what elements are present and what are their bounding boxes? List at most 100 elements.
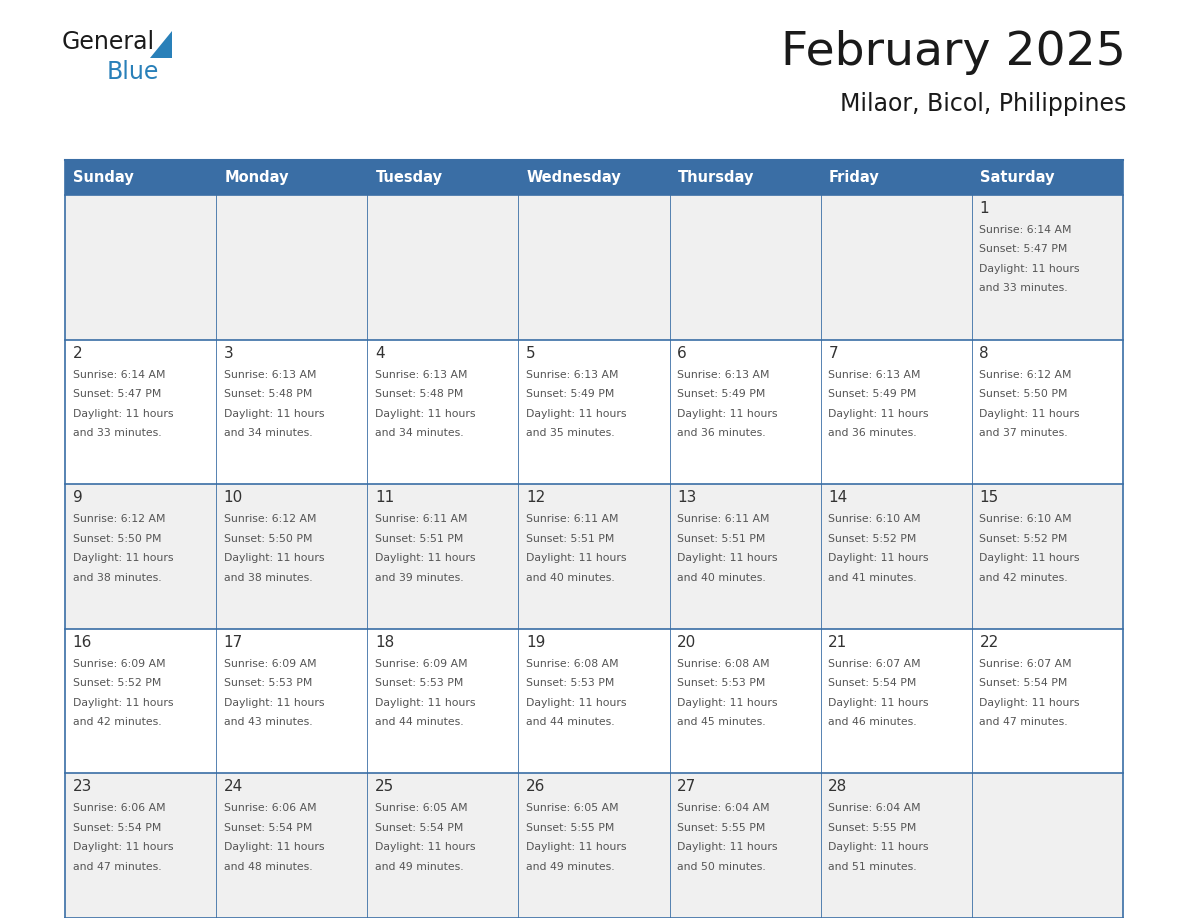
Text: Sunrise: 6:10 AM: Sunrise: 6:10 AM bbox=[828, 514, 921, 524]
Text: 24: 24 bbox=[223, 779, 244, 794]
Text: Sunrise: 6:08 AM: Sunrise: 6:08 AM bbox=[526, 659, 619, 669]
Text: and 46 minutes.: and 46 minutes. bbox=[828, 717, 917, 727]
Text: Sunrise: 6:09 AM: Sunrise: 6:09 AM bbox=[223, 659, 316, 669]
Text: and 34 minutes.: and 34 minutes. bbox=[223, 428, 312, 438]
Text: Sunrise: 6:12 AM: Sunrise: 6:12 AM bbox=[72, 514, 165, 524]
Text: Sunrise: 6:13 AM: Sunrise: 6:13 AM bbox=[375, 370, 467, 380]
Text: 10: 10 bbox=[223, 490, 244, 505]
Bar bbox=[972, 160, 1123, 195]
Text: Daylight: 11 hours: Daylight: 11 hours bbox=[828, 698, 929, 708]
Text: and 33 minutes.: and 33 minutes. bbox=[72, 428, 162, 438]
Text: Daylight: 11 hours: Daylight: 11 hours bbox=[72, 698, 173, 708]
Text: Daylight: 11 hours: Daylight: 11 hours bbox=[223, 698, 324, 708]
Text: 6: 6 bbox=[677, 345, 687, 361]
Text: and 51 minutes.: and 51 minutes. bbox=[828, 862, 917, 872]
Text: Sunset: 5:53 PM: Sunset: 5:53 PM bbox=[526, 678, 614, 688]
Text: Sunset: 5:48 PM: Sunset: 5:48 PM bbox=[223, 389, 312, 399]
Text: Daylight: 11 hours: Daylight: 11 hours bbox=[677, 843, 778, 853]
Text: Blue: Blue bbox=[107, 60, 159, 84]
Text: Sunrise: 6:12 AM: Sunrise: 6:12 AM bbox=[223, 514, 316, 524]
Text: and 39 minutes.: and 39 minutes. bbox=[375, 573, 463, 583]
Text: Daylight: 11 hours: Daylight: 11 hours bbox=[223, 554, 324, 564]
Text: 15: 15 bbox=[979, 490, 999, 505]
Text: Daylight: 11 hours: Daylight: 11 hours bbox=[72, 843, 173, 853]
Text: Sunrise: 6:11 AM: Sunrise: 6:11 AM bbox=[677, 514, 770, 524]
Text: Sunday: Sunday bbox=[74, 170, 134, 185]
Text: Monday: Monday bbox=[225, 170, 289, 185]
Text: 26: 26 bbox=[526, 779, 545, 794]
Text: Sunrise: 6:09 AM: Sunrise: 6:09 AM bbox=[72, 659, 165, 669]
Bar bbox=[65, 484, 1123, 629]
Text: Sunrise: 6:10 AM: Sunrise: 6:10 AM bbox=[979, 514, 1072, 524]
Text: Daylight: 11 hours: Daylight: 11 hours bbox=[375, 843, 475, 853]
Text: Daylight: 11 hours: Daylight: 11 hours bbox=[979, 554, 1080, 564]
Text: Sunrise: 6:13 AM: Sunrise: 6:13 AM bbox=[677, 370, 770, 380]
Bar bbox=[65, 195, 1123, 340]
Text: and 35 minutes.: and 35 minutes. bbox=[526, 428, 614, 438]
Bar bbox=[367, 160, 518, 195]
Text: and 47 minutes.: and 47 minutes. bbox=[72, 862, 162, 872]
Text: 13: 13 bbox=[677, 490, 696, 505]
Text: Sunrise: 6:06 AM: Sunrise: 6:06 AM bbox=[223, 803, 316, 813]
Text: Sunrise: 6:11 AM: Sunrise: 6:11 AM bbox=[526, 514, 619, 524]
Text: Wednesday: Wednesday bbox=[526, 170, 621, 185]
Bar bbox=[65, 340, 1123, 484]
Text: Sunset: 5:51 PM: Sunset: 5:51 PM bbox=[375, 533, 463, 543]
Text: Sunrise: 6:06 AM: Sunrise: 6:06 AM bbox=[72, 803, 165, 813]
Text: Friday: Friday bbox=[829, 170, 880, 185]
Text: Sunset: 5:52 PM: Sunset: 5:52 PM bbox=[72, 678, 160, 688]
Text: Daylight: 11 hours: Daylight: 11 hours bbox=[375, 409, 475, 419]
Text: Sunrise: 6:05 AM: Sunrise: 6:05 AM bbox=[375, 803, 467, 813]
Text: Sunset: 5:52 PM: Sunset: 5:52 PM bbox=[979, 533, 1068, 543]
Text: Sunset: 5:47 PM: Sunset: 5:47 PM bbox=[979, 244, 1068, 254]
Text: 9: 9 bbox=[72, 490, 82, 505]
Text: Sunset: 5:49 PM: Sunset: 5:49 PM bbox=[677, 389, 765, 399]
Text: Sunset: 5:55 PM: Sunset: 5:55 PM bbox=[828, 823, 917, 833]
Text: Daylight: 11 hours: Daylight: 11 hours bbox=[72, 554, 173, 564]
Text: Sunset: 5:50 PM: Sunset: 5:50 PM bbox=[223, 533, 312, 543]
Text: Daylight: 11 hours: Daylight: 11 hours bbox=[375, 554, 475, 564]
Text: Thursday: Thursday bbox=[678, 170, 754, 185]
Text: 22: 22 bbox=[979, 635, 999, 650]
Text: Daylight: 11 hours: Daylight: 11 hours bbox=[72, 409, 173, 419]
Text: Daylight: 11 hours: Daylight: 11 hours bbox=[223, 843, 324, 853]
Text: 28: 28 bbox=[828, 779, 847, 794]
Text: Sunset: 5:54 PM: Sunset: 5:54 PM bbox=[72, 823, 160, 833]
Text: Sunrise: 6:04 AM: Sunrise: 6:04 AM bbox=[677, 803, 770, 813]
Bar bbox=[65, 773, 1123, 918]
Text: Sunrise: 6:13 AM: Sunrise: 6:13 AM bbox=[526, 370, 619, 380]
Text: 14: 14 bbox=[828, 490, 847, 505]
Text: Sunrise: 6:08 AM: Sunrise: 6:08 AM bbox=[677, 659, 770, 669]
Text: Sunrise: 6:13 AM: Sunrise: 6:13 AM bbox=[223, 370, 316, 380]
Text: Sunset: 5:55 PM: Sunset: 5:55 PM bbox=[526, 823, 614, 833]
Text: Daylight: 11 hours: Daylight: 11 hours bbox=[979, 264, 1080, 274]
Text: Sunset: 5:54 PM: Sunset: 5:54 PM bbox=[979, 678, 1068, 688]
Text: 16: 16 bbox=[72, 635, 91, 650]
Text: 3: 3 bbox=[223, 345, 234, 361]
Text: Daylight: 11 hours: Daylight: 11 hours bbox=[526, 843, 626, 853]
Text: Sunset: 5:50 PM: Sunset: 5:50 PM bbox=[72, 533, 162, 543]
Text: Daylight: 11 hours: Daylight: 11 hours bbox=[677, 698, 778, 708]
Text: Sunrise: 6:09 AM: Sunrise: 6:09 AM bbox=[375, 659, 467, 669]
Text: and 33 minutes.: and 33 minutes. bbox=[979, 284, 1068, 294]
Text: 18: 18 bbox=[375, 635, 394, 650]
Text: and 49 minutes.: and 49 minutes. bbox=[526, 862, 614, 872]
Text: Daylight: 11 hours: Daylight: 11 hours bbox=[979, 409, 1080, 419]
Text: and 40 minutes.: and 40 minutes. bbox=[677, 573, 766, 583]
Text: 17: 17 bbox=[223, 635, 244, 650]
Text: Sunset: 5:50 PM: Sunset: 5:50 PM bbox=[979, 389, 1068, 399]
Text: 7: 7 bbox=[828, 345, 838, 361]
Text: 21: 21 bbox=[828, 635, 847, 650]
Text: 4: 4 bbox=[375, 345, 385, 361]
Text: and 40 minutes.: and 40 minutes. bbox=[526, 573, 614, 583]
Text: Daylight: 11 hours: Daylight: 11 hours bbox=[375, 698, 475, 708]
Text: Sunset: 5:54 PM: Sunset: 5:54 PM bbox=[375, 823, 463, 833]
Text: and 50 minutes.: and 50 minutes. bbox=[677, 862, 766, 872]
Text: 2: 2 bbox=[72, 345, 82, 361]
Text: 8: 8 bbox=[979, 345, 990, 361]
Text: Sunrise: 6:07 AM: Sunrise: 6:07 AM bbox=[979, 659, 1072, 669]
Text: Sunset: 5:48 PM: Sunset: 5:48 PM bbox=[375, 389, 463, 399]
Text: Sunrise: 6:13 AM: Sunrise: 6:13 AM bbox=[828, 370, 921, 380]
Text: Sunset: 5:49 PM: Sunset: 5:49 PM bbox=[526, 389, 614, 399]
Text: Sunrise: 6:11 AM: Sunrise: 6:11 AM bbox=[375, 514, 467, 524]
